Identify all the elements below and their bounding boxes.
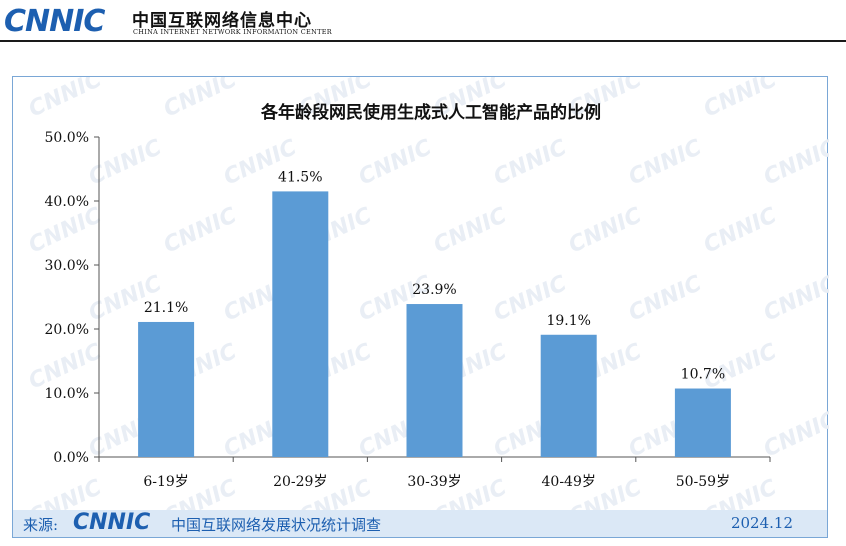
report-header: CNNIC 中国互联网络信息中心 CHINA INTERNET NETWORK …	[0, 0, 846, 42]
watermark-logo: CNNIC	[760, 407, 829, 462]
watermark-logo: CNNIC	[430, 203, 511, 258]
bar-6-19岁	[138, 321, 195, 457]
chart-labels: 21.1% 6-19岁 41.5% 20-29岁 23.9% 30-39岁 19.1% 40-…	[143, 169, 730, 490]
watermark-logo: CNNIC	[85, 271, 166, 326]
watermark-logo: CNNIC	[160, 77, 241, 122]
watermark-logo: CNNIC	[355, 135, 436, 190]
data-label: 23.9%	[412, 282, 456, 298]
data-label: 41.5%	[278, 169, 322, 185]
bar-40-49岁	[540, 334, 597, 457]
watermark-logo: CNNIC	[565, 203, 646, 258]
source-label: 来源:	[23, 516, 59, 534]
y-tick-label: 10.0%	[45, 386, 89, 402]
watermark-logo: CNNIC	[25, 77, 106, 122]
y-tick-label: 30.0%	[45, 258, 89, 274]
org-name-en: CHINA INTERNET NETWORK INFORMATION CENTE…	[133, 28, 332, 36]
data-label: 21.1%	[144, 300, 188, 316]
watermark-logo: CNNIC	[25, 203, 106, 258]
source-footer: 来源: CNNIC 中国互联网络发展状况统计调查 2024.12	[13, 510, 827, 537]
x-tick-label: 6-19岁	[143, 474, 188, 490]
bar-30-39岁	[406, 304, 463, 457]
chart-bars	[138, 191, 731, 457]
chart-title: 各年龄段网民使用生成式人工智能产品的比例	[260, 102, 601, 123]
watermark-logo: CNNIC	[700, 203, 781, 258]
x-tick-label: 20-29岁	[273, 474, 327, 490]
watermark-logo: CNNIC	[625, 135, 706, 190]
y-tick-label: 40.0%	[45, 194, 89, 210]
bar-20-29岁	[272, 191, 329, 457]
watermark-logo: CNNIC	[760, 135, 829, 190]
y-tick-label: 20.0%	[45, 322, 89, 338]
x-tick-label: 30-39岁	[407, 474, 461, 490]
cnnic-logo: CNNIC	[4, 4, 105, 39]
x-tick-label: 40-49岁	[542, 474, 596, 490]
watermark-logo: CNNIC	[625, 271, 706, 326]
y-tick-label: 50.0%	[45, 130, 89, 146]
chart-frame: CNNIC CNNIC CNNIC CNNIC CNNIC CNNIC CNNIC CNNIC…	[12, 76, 829, 538]
bar-chart: CNNIC CNNIC CNNIC CNNIC CNNIC CNNIC CNNIC CNNIC…	[25, 77, 829, 530]
watermark-logo: CNNIC	[85, 135, 166, 190]
header-divider	[0, 40, 846, 42]
source-text: 中国互联网络发展状况统计调查	[171, 516, 382, 534]
y-tick-label: 0.0%	[53, 450, 89, 466]
data-label: 19.1%	[546, 313, 590, 329]
watermark-logo: CNNIC	[160, 203, 241, 258]
org-name-cn: 中国互联网络信息中心	[132, 11, 312, 31]
source-logo: CNNIC	[73, 510, 151, 535]
watermark-logo: CNNIC	[700, 77, 781, 122]
data-label: 10.7%	[681, 367, 725, 383]
bar-50-59岁	[674, 388, 731, 457]
watermark-logo: CNNIC	[760, 271, 829, 326]
publish-date: 2024.12	[730, 514, 793, 532]
x-tick-label: 50-59岁	[676, 474, 730, 490]
watermark-logo: CNNIC	[490, 135, 571, 190]
